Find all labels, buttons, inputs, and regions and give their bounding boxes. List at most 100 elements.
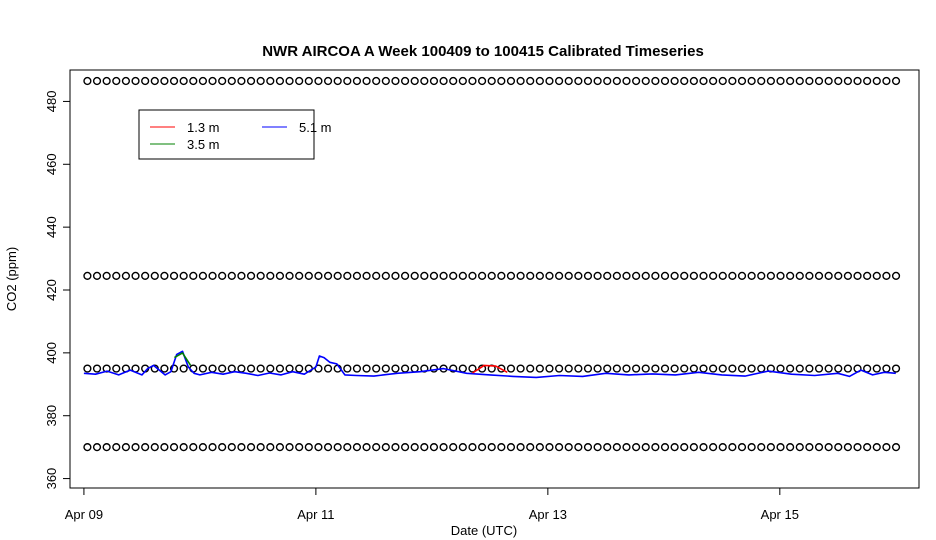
calibration-point	[92, 364, 102, 373]
calibration-point	[863, 271, 872, 280]
calibration-point	[555, 364, 564, 373]
calibration-point	[853, 76, 862, 86]
calibration-point	[843, 271, 853, 280]
legend-label: 1.3 m	[187, 120, 220, 135]
calibration-point	[843, 443, 853, 452]
series-line-3-5-m	[173, 352, 192, 366]
calibration-point	[506, 76, 516, 86]
calibration-point	[285, 76, 294, 86]
y-tick-label: 380	[44, 405, 59, 427]
y-tick-label: 480	[44, 91, 59, 113]
calibration-point	[381, 76, 390, 86]
calibration-point	[92, 271, 102, 280]
x-tick-label: Apr 15	[761, 507, 799, 522]
calibration-point	[718, 364, 727, 373]
calibration-point	[400, 76, 410, 86]
calibration-point	[352, 76, 362, 86]
calibration-point	[391, 271, 400, 280]
calibration-point	[400, 271, 410, 280]
calibration-point	[824, 76, 833, 86]
calibration-point	[429, 271, 439, 280]
calibration-point	[102, 76, 111, 86]
calibration-point	[449, 364, 458, 373]
calibration-point	[757, 443, 766, 452]
calibration-point	[622, 443, 631, 452]
calibration-point	[718, 76, 727, 86]
calibration-point	[112, 271, 121, 280]
calibration-point	[112, 76, 121, 86]
calibration-point	[179, 443, 188, 452]
calibration-point	[429, 364, 439, 373]
calibration-point	[362, 443, 371, 452]
calibration-point	[497, 443, 506, 452]
calibration-point	[449, 443, 458, 452]
calibration-point	[372, 443, 381, 452]
calibration-point	[179, 76, 188, 86]
calibration-point	[593, 443, 602, 452]
calibration-point	[564, 364, 573, 373]
calibration-point	[555, 76, 564, 86]
calibration-point	[285, 443, 294, 452]
calibration-point	[131, 76, 140, 86]
calibration-point	[333, 271, 342, 280]
calibration-point	[266, 76, 275, 86]
calibration-point	[526, 271, 535, 280]
calibration-point	[709, 443, 718, 452]
calibration-point	[863, 443, 872, 452]
calibration-point	[795, 271, 804, 280]
series-line-5-1-m	[83, 350, 896, 379]
axes-layer: Apr 09 Apr 11 Apr 13 Apr 15 360 380 400 420 440 4…	[44, 91, 799, 522]
calibration-point	[776, 443, 785, 452]
calibration-point	[641, 364, 650, 373]
calibration-point	[208, 271, 217, 280]
calibration-point	[824, 271, 833, 280]
calibration-point	[641, 76, 650, 86]
calibration-point	[555, 271, 564, 280]
calibration-point	[352, 271, 362, 280]
calibration-point	[574, 76, 583, 86]
calibration-point	[805, 443, 814, 452]
calibration-point	[420, 271, 429, 280]
calibration-point	[372, 364, 381, 373]
calibration-point	[612, 271, 621, 280]
calibration-point	[160, 76, 169, 86]
y-tick-label: 400	[44, 342, 59, 364]
calibration-point	[776, 271, 785, 280]
calibration-point	[295, 443, 304, 452]
calibration-point	[660, 443, 670, 452]
calibration-point	[400, 364, 410, 373]
calibration-point	[853, 271, 862, 280]
calibration-point	[362, 76, 371, 86]
calibration-point	[468, 271, 477, 280]
calibration-point	[323, 364, 333, 373]
x-axis-label: Date (UTC)	[451, 523, 517, 538]
calibration-point	[651, 364, 660, 373]
calibration-point	[574, 364, 583, 373]
calibration-point	[256, 76, 265, 86]
calibration-point	[208, 443, 217, 452]
calibration-point	[776, 76, 785, 86]
calibration-point	[872, 76, 881, 86]
calibration-point	[545, 76, 554, 86]
calibration-point	[747, 443, 756, 452]
calibration-point	[660, 76, 670, 86]
x-tick-label: Apr 09	[65, 507, 103, 522]
calibration-point	[814, 364, 824, 373]
calibration-point	[786, 364, 795, 373]
calibration-point	[266, 271, 275, 280]
calibration-point	[670, 364, 679, 373]
calibration-point	[458, 271, 467, 280]
calibration-point	[314, 443, 323, 452]
legend: 1.3 m 5.1 m 3.5 m	[138, 109, 332, 160]
calibration-point	[872, 271, 881, 280]
calibration-point	[776, 364, 785, 373]
calibration-point	[246, 364, 256, 373]
calibration-point	[516, 76, 525, 86]
calibration-point	[256, 364, 265, 373]
calibration-point	[863, 76, 872, 86]
calibration-point	[227, 76, 236, 86]
calibration-point	[333, 443, 342, 452]
calibration-point	[718, 271, 727, 280]
calibration-point	[275, 443, 285, 452]
calibration-point	[487, 76, 496, 86]
